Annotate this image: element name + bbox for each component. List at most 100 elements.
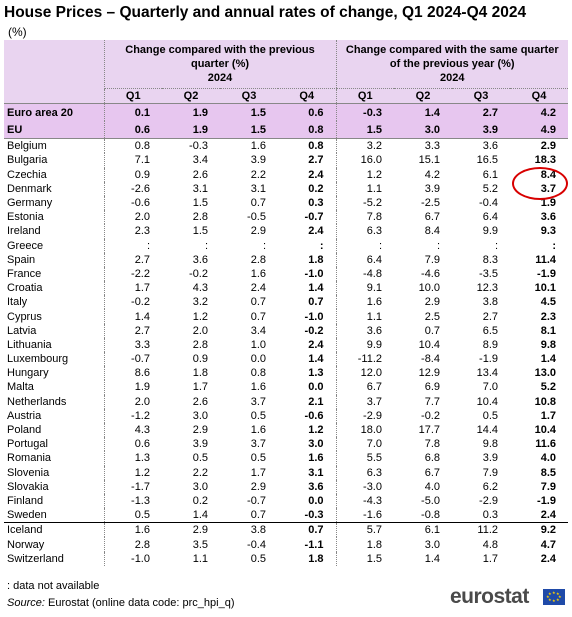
value-cell: 4.2 <box>424 168 440 181</box>
value-cell: : <box>494 239 498 252</box>
table-row: Malta 1.9 1.7 1.6 0.0 6.7 6.9 7.0 5.2 <box>4 380 568 395</box>
value-cell: -8.4 <box>421 353 440 366</box>
table-row: Portugal 0.6 3.9 3.7 3.0 7.0 7.8 9.8 11.6 <box>4 437 568 452</box>
value-cell: 2.1 <box>308 395 324 408</box>
value-cell: 9.8 <box>482 438 498 451</box>
value-cell: -1.0 <box>304 310 324 323</box>
value-cell: 0.0 <box>250 353 266 366</box>
value-cell: 6.4 <box>335 252 394 267</box>
value-cell: 4.3 <box>103 422 162 438</box>
country-name: Luxembourg <box>7 353 69 366</box>
value-cell: 10.0 <box>418 282 440 295</box>
value-cell: 1.6 <box>103 522 162 538</box>
value-cell: -1.0 <box>304 267 324 280</box>
value-cell: 0.9 <box>103 167 162 182</box>
value-cell: 1.4 <box>394 103 452 122</box>
value-cell: 12.0 <box>335 366 394 381</box>
value-cell: 5.2 <box>540 381 556 394</box>
value-cell: 18.3 <box>534 154 556 167</box>
country-name: Norway <box>7 538 45 551</box>
value-cell: 13.4 <box>476 367 498 380</box>
table-row: Austria -1.2 3.0 0.5 -0.6 -2.9 -0.2 0.5 1.7 <box>4 408 568 423</box>
value-cell: 0.6 <box>103 121 162 140</box>
value-cell: 7.0 <box>335 437 394 452</box>
value-cell: 1.8 <box>308 253 324 266</box>
eu-flag-icon: ★ ★ ★ ★ ★ ★ ★ ★ <box>543 589 565 605</box>
value-cell: 4.0 <box>424 480 440 493</box>
column-header: Q2 <box>394 88 452 104</box>
value-cell: 7.7 <box>424 395 440 408</box>
table-row: Germany -0.6 1.5 0.7 0.3 -5.2 -2.5 -0.4 1.9 <box>4 195 568 211</box>
table-row: Spain 2.7 3.6 2.8 1.8 6.4 7.9 8.3 11.4 <box>4 252 568 267</box>
table-row: Ireland 2.3 1.5 2.9 2.4 6.3 8.4 9.9 9.3 <box>4 224 568 239</box>
value-cell: 2.9 <box>162 522 220 538</box>
value-cell: 8.6 <box>103 366 162 381</box>
table-row: Greece:::::::: <box>4 238 568 253</box>
value-cell: 0.7 <box>250 296 266 309</box>
value-cell: 0.2 <box>192 494 208 507</box>
value-cell: 17.7 <box>418 424 440 437</box>
country-name: Estonia <box>7 211 44 224</box>
value-cell: 1.5 <box>335 551 394 566</box>
value-cell: -0.7 <box>247 494 266 507</box>
table-row: Croatia 1.7 4.3 2.4 1.4 9.1 10.0 12.3 10.1 <box>4 281 568 296</box>
value-cell: 7.8 <box>335 210 394 225</box>
country-name: Italy <box>7 296 28 309</box>
value-cell: -5.0 <box>421 494 440 507</box>
value-cell: -0.4 <box>247 538 266 551</box>
header-corner <box>4 40 104 89</box>
value-cell: -3.5 <box>479 267 498 280</box>
value-cell: -2.9 <box>335 408 394 423</box>
value-cell: 2.7 <box>452 103 510 122</box>
table-row: Denmark -2.6 3.1 3.1 0.2 1.1 3.9 5.2 3.7 <box>4 181 568 196</box>
country-name: Czechia <box>7 168 47 181</box>
column-header: Q3 <box>220 88 278 104</box>
value-cell: 5.7 <box>335 522 394 538</box>
value-cell: 2.5 <box>424 310 440 323</box>
value-cell: 2.7 <box>103 252 162 267</box>
value-cell: 1.9 <box>103 380 162 395</box>
footnote: : data not available <box>7 580 100 592</box>
value-cell: 6.1 <box>482 168 498 181</box>
value-cell: 9.2 <box>510 522 568 538</box>
header-group-annual-year: 2024 <box>440 72 465 84</box>
table-row: Iceland 1.6 2.9 3.8 0.7 5.7 6.1 11.2 9.2 <box>4 522 568 538</box>
value-cell: 3.7 <box>250 395 266 408</box>
value-cell: 0.9 <box>192 353 208 366</box>
value-cell: 3.8 <box>220 522 278 538</box>
value-cell: 4.2 <box>510 103 568 122</box>
country-name: Hungary <box>7 367 49 380</box>
value-cell: 3.3 <box>103 337 162 352</box>
value-cell: 3.0 <box>192 480 208 493</box>
value-cell: 0.5 <box>250 552 266 565</box>
value-cell: 15.1 <box>418 154 440 167</box>
table-row: Hungary 8.6 1.8 0.8 1.3 12.0 12.9 13.4 13.0 <box>4 366 568 381</box>
value-cell: 3.0 <box>192 409 208 422</box>
value-cell: 6.4 <box>482 211 498 224</box>
country-name: Slovenia <box>7 466 50 479</box>
country-name: Iceland <box>4 522 104 538</box>
value-cell: -0.2 <box>189 267 208 280</box>
table-row: Lithuania 3.3 2.8 1.0 2.4 9.9 10.4 8.9 9.8 <box>4 337 568 352</box>
value-cell: 1.8 <box>192 367 208 380</box>
header-group-quarterly: Change compared with the previous quarte… <box>103 40 336 89</box>
value-cell: -1.9 <box>537 267 556 280</box>
value-cell: 6.2 <box>482 480 498 493</box>
value-cell: 2.4 <box>308 225 324 238</box>
value-cell: : <box>319 239 324 252</box>
column-header: Q1 <box>335 88 394 104</box>
table-row: Norway 2.8 3.5 -0.4 -1.1 1.8 3.0 4.8 4.7 <box>4 537 568 552</box>
value-cell: 1.7 <box>540 409 556 422</box>
value-cell: 2.2 <box>192 466 208 479</box>
value-cell: 1.5 <box>192 197 208 210</box>
country-name: Switzerland <box>7 552 64 565</box>
value-cell: 8.5 <box>540 466 556 479</box>
value-cell: -1.7 <box>103 479 162 494</box>
value-cell: 0.5 <box>192 452 208 465</box>
value-cell: 4.3 <box>192 282 208 295</box>
value-cell: 3.8 <box>482 296 498 309</box>
source-label: Source: <box>7 597 45 609</box>
value-cell: -0.2 <box>103 295 162 310</box>
value-cell: 4.9 <box>510 121 568 140</box>
value-cell: 3.9 <box>452 121 510 140</box>
